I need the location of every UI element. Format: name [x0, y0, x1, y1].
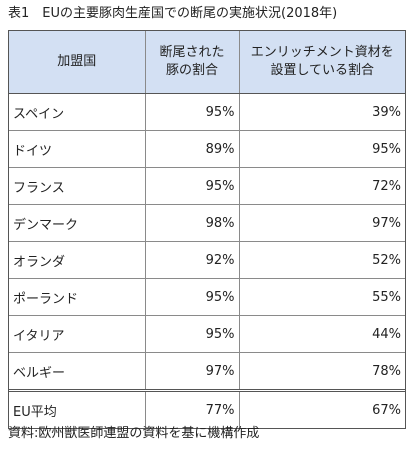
cell-tail-docking: 95% [145, 167, 240, 205]
cell-country: ドイツ [9, 130, 146, 168]
cell-tail-docking: 89% [145, 130, 240, 168]
cell-tail-docking: 95% [145, 93, 240, 131]
cell-enrichment: 39% [239, 93, 405, 131]
header-enrichment: エンリッチメント資材を 設置している割合 [239, 31, 405, 94]
source-note: 資料:欧州獣医師連盟の資料を基に機構作成 [8, 426, 260, 441]
header-country: 加盟国 [9, 31, 146, 94]
cell-country: ベルギー [9, 352, 146, 391]
cell-country: フランス [9, 167, 146, 205]
header-tail-docking-line2: 豚の割合 [165, 63, 218, 78]
cell-enrichment: 97% [239, 204, 405, 242]
cell-enrichment: 55% [239, 278, 405, 316]
cell-country: デンマーク [9, 204, 146, 242]
header-enrichment-line2: 設置している割合 [270, 63, 375, 78]
table-row: ベルギー 97% 78% [9, 352, 405, 391]
data-table-frame: 加盟国 断尾された 豚の割合 エンリッチメント資材を 設置している割合 スペイン… [8, 30, 406, 429]
tail-docking-table: 加盟国 断尾された 豚の割合 エンリッチメント資材を 設置している割合 スペイン… [9, 31, 405, 428]
header-tail-docking: 断尾された 豚の割合 [145, 31, 240, 94]
cell-enrichment: 52% [239, 241, 405, 279]
cell-tail-docking: 77% [145, 389, 240, 428]
table-row-average: EU平均 77% 67% [9, 389, 405, 428]
cell-tail-docking: 97% [145, 352, 240, 391]
header-tail-docking-line1: 断尾された [159, 45, 225, 60]
cell-country: スペイン [9, 93, 146, 131]
cell-tail-docking: 95% [145, 278, 240, 316]
cell-tail-docking: 95% [145, 315, 240, 353]
cell-country: EU平均 [9, 389, 146, 428]
table-row: ポーランド 95% 55% [9, 278, 405, 316]
cell-country: ポーランド [9, 278, 146, 316]
cell-tail-docking: 98% [145, 204, 240, 242]
cell-enrichment: 72% [239, 167, 405, 205]
table-row: イタリア 95% 44% [9, 315, 405, 353]
table-row: デンマーク 98% 97% [9, 204, 405, 242]
cell-country: オランダ [9, 241, 146, 279]
table-caption: 表1 EUの主要豚肉生産国での断尾の実施状況(2018年) [8, 6, 338, 21]
table-row: フランス 95% 72% [9, 167, 405, 205]
header-country-label: 加盟国 [57, 54, 97, 69]
table-row: ドイツ 89% 95% [9, 130, 405, 168]
cell-country: イタリア [9, 315, 146, 353]
cell-enrichment: 67% [239, 389, 405, 428]
table-header-row: 加盟国 断尾された 豚の割合 エンリッチメント資材を 設置している割合 [9, 31, 405, 94]
cell-tail-docking: 92% [145, 241, 240, 279]
cell-enrichment: 95% [239, 130, 405, 168]
table-row: オランダ 92% 52% [9, 241, 405, 279]
cell-enrichment: 44% [239, 315, 405, 353]
cell-enrichment: 78% [239, 352, 405, 391]
table-row: スペイン 95% 39% [9, 93, 405, 131]
header-enrichment-line1: エンリッチメント資材を [250, 45, 394, 60]
